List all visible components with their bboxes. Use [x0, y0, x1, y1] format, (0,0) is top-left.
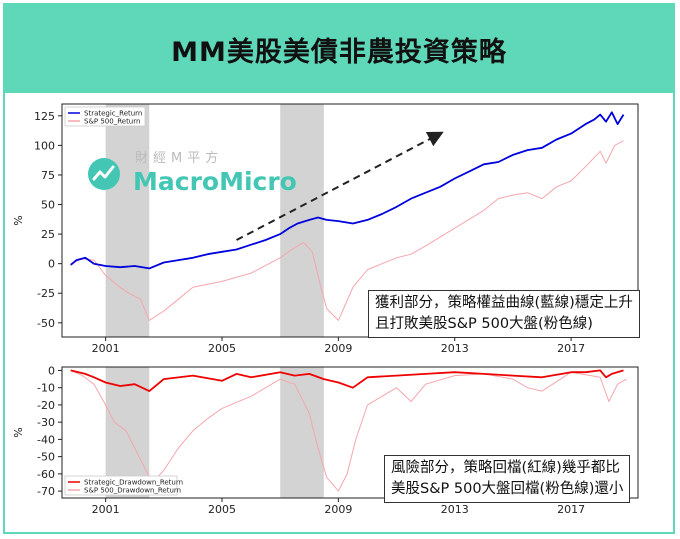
return-ytick-label: 0 — [48, 258, 55, 271]
return-legend-box — [64, 106, 146, 127]
return-recession-band-0 — [105, 104, 150, 337]
return-recession-band-1 — [280, 104, 324, 337]
return-legend-label-1: S&P 500_Return — [84, 118, 140, 126]
drawdown-xtick-label: 2013 — [441, 503, 469, 516]
drawdown-xtick-label: 2001 — [92, 503, 120, 516]
bottom-callout: 風險部分，策略回檔(紅線)幾乎都比 美股S&P 500大盤回檔(粉色線)還小 — [384, 455, 631, 503]
drawdown-ytick-label: -60 — [37, 468, 55, 481]
drawdown-ytick-label: -30 — [37, 416, 55, 429]
drawdown-legend-label-0: Strategic_Drawdown_Return — [84, 479, 183, 487]
return-legend-label-0: Strategic_Return — [84, 110, 142, 118]
logo-english-text: MacroMicro — [133, 167, 297, 196]
drawdown-legend-label-1: S&P 500_Drawdown_Return — [84, 487, 181, 495]
drawdown-ytick-label: 0 — [48, 364, 55, 377]
drawdown-plot-frame — [61, 366, 639, 499]
return-series-strategic-line — [70, 111, 625, 270]
drawdown-ylabel: % — [12, 427, 25, 437]
return-xtick-label: 2017 — [557, 342, 585, 355]
return-ylabel: % — [12, 215, 25, 225]
return-ytick-label: 50 — [41, 199, 55, 212]
logo-trend-icon — [92, 165, 115, 181]
bottom-callout-line-1: 風險部分，策略回檔(紅線)幾乎都比 — [391, 460, 620, 476]
drawdown-ytick-label: -50 — [37, 451, 55, 464]
drawdown-series-sp500-line — [70, 369, 627, 492]
return-series-sp500-line — [70, 140, 624, 321]
drawdown-ytick-label: -70 — [37, 485, 55, 498]
trend-arrow — [236, 131, 444, 241]
title-banner: MM美股美債非農投資策略 — [5, 5, 673, 93]
top-callout: 獲利部分，策略權益曲線(藍線)穩定上升 且打敗美股S&P 500大盤(粉色線) — [368, 290, 640, 338]
bottom-callout-line-2: 美股S&P 500大盤回檔(粉色線)還小 — [391, 481, 624, 497]
return-xtick-label: 2001 — [92, 342, 120, 355]
drawdown-xtick-label: 2017 — [557, 503, 585, 516]
top-callout-line-2: 且打敗美股S&P 500大盤(粉色線) — [375, 316, 593, 332]
drawdown-series-strategic-line — [70, 369, 624, 392]
drawdown-chart: 0 -10 -20 -30 -40 -50 -60 -70 2001 2005 2009 2013 20… — [12, 364, 639, 516]
return-chart: -50 -25 0 25 50 75 100 125 2001 2005 2009 2013 2017%… — [12, 103, 639, 355]
page-title: MM美股美債非農投資策略 — [171, 36, 507, 68]
drawdown-ytick-label: -20 — [37, 399, 55, 412]
return-ytick-label: -25 — [37, 287, 55, 300]
return-ytick-label: -50 — [37, 317, 55, 330]
return-xtick-label: 2005 — [208, 342, 236, 355]
logo-chinese-text: 財經M平方 — [135, 150, 223, 166]
return-ytick-label: 75 — [41, 169, 55, 182]
return-xtick-label: 2009 — [324, 342, 352, 355]
return-plot-frame — [61, 103, 639, 338]
return-ytick-label: 25 — [41, 228, 55, 241]
top-callout-line-1: 獲利部分，策略權益曲線(藍線)穩定上升 — [375, 295, 633, 311]
return-xtick-label: 2013 — [441, 342, 469, 355]
drawdown-recession-band-1 — [280, 367, 324, 498]
drawdown-xtick-label: 2009 — [324, 503, 352, 516]
drawdown-ytick-label: -10 — [37, 382, 55, 395]
return-ytick-label: 100 — [34, 139, 55, 152]
return-ytick-label: 125 — [34, 110, 55, 123]
drawdown-xtick-label: 2005 — [208, 503, 236, 516]
drawdown-legend-box — [64, 475, 178, 496]
drawdown-ytick-label: -40 — [37, 433, 55, 446]
